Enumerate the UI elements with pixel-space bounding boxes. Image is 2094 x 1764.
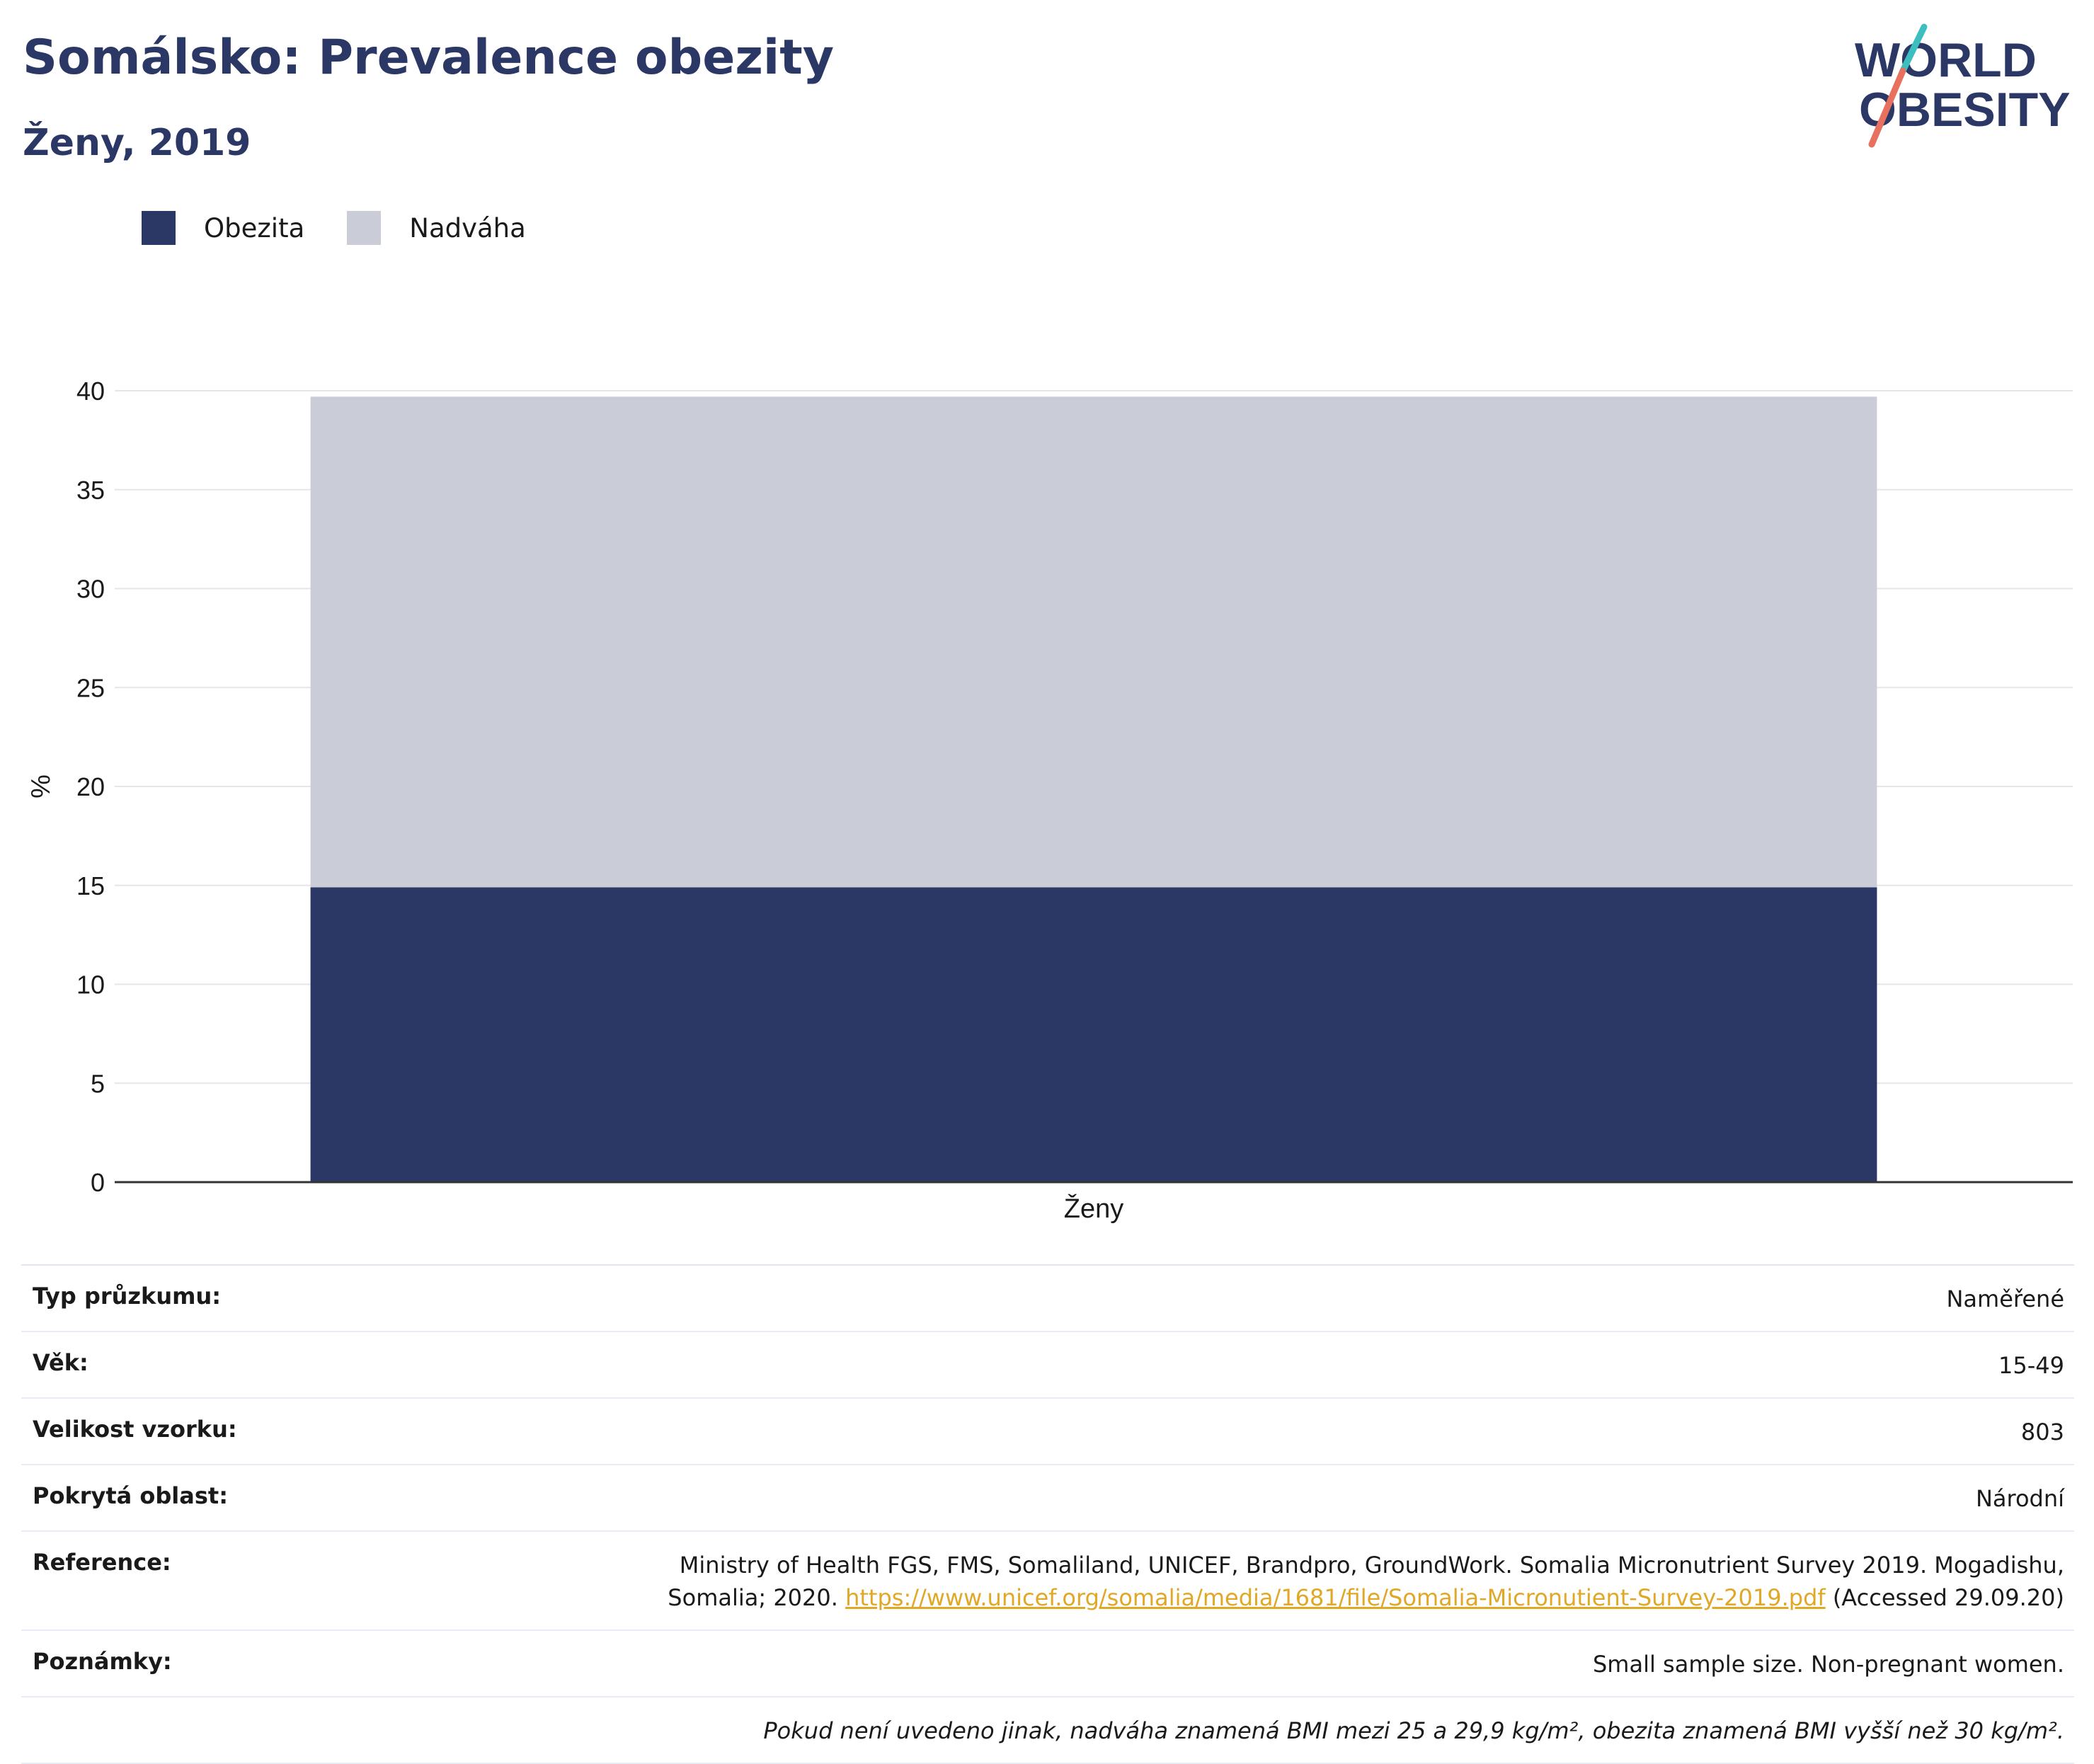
info-row-survey-type: Typ průzkumu: Naměřené [21,1264,2074,1331]
reference-text: Ministry of Health FGS, FMS, Somaliland,… [668,1552,2064,1611]
sample-size-value: 803 [2020,1419,2064,1445]
reference-value: Ministry of Health FGS, FMS, Somaliland,… [578,1549,2064,1614]
y-tick-label: 30 [76,575,105,604]
reference-accessed: (Accessed 29.09.20) [1832,1584,2064,1611]
coverage-label: Pokrytá oblast: [33,1482,228,1509]
page-subtitle: Ženy, 2019 [23,122,251,164]
bmi-footnote: Pokud není uvedeno jinak, nadváha znamen… [763,1717,2064,1744]
info-row-reference: Reference: Ministry of Health FGS, FMS, … [21,1530,2074,1630]
coverage-value: Národní [1975,1485,2064,1512]
y-tick-label: 40 [76,377,105,406]
stacked-bar-chart: 0 5 10 15 20 25 30 35 40% Ženy [26,377,2073,1224]
x-tick-label: Ženy [1064,1193,1123,1224]
info-row-age: Věk: 15-49 [21,1331,2074,1397]
survey-type-value: Naměřené [1946,1285,2064,1312]
info-row-sample-size: Velikost vzorku: 803 [21,1397,2074,1464]
legend-label-obesity: Obezita [204,212,305,244]
y-tick-label: 10 [76,970,105,1000]
notes-label: Poznámky: [33,1648,172,1675]
y-tick-label: 15 [76,871,105,900]
world-obesity-logo: WORLD OBESITY [1855,23,2071,148]
logo-slash-bottom [1868,67,1906,148]
page-title: Somálsko: Prevalence obezity [23,30,835,86]
bar-obesity [310,887,1877,1182]
legend-swatch-obesity [142,211,176,245]
legend-item-obesity[interactable]: Obezita [142,211,304,245]
y-tick-label: 0 [91,1168,105,1197]
age-value: 15-49 [1998,1352,2064,1379]
survey-info-table: Typ průzkumu: Naměřené Věk: 15-49 Veliko… [21,1264,2074,1764]
sample-size-label: Velikost vzorku: [33,1416,237,1443]
info-row-notes: Poznámky: Small sample size. Non-pregnan… [21,1630,2074,1696]
info-row-footnote: Pokud není uvedeno jinak, nadváha znamen… [21,1696,2074,1764]
age-label: Věk: [33,1349,88,1376]
legend-item-overweight[interactable]: Nadváha [347,211,526,245]
y-tick-label: 35 [76,476,105,505]
reference-link[interactable]: https://www.unicef.org/somalia/media/168… [845,1584,1826,1611]
legend-label-overweight: Nadváha [409,212,526,244]
logo-text-obesity: OBESITY [1859,83,2071,137]
y-tick-label: 5 [91,1069,105,1098]
legend-swatch-overweight [347,211,382,245]
survey-type-label: Typ průzkumu: [33,1283,222,1310]
logo-text-world: WORLD [1855,33,2037,87]
y-axis-label: % [26,774,56,798]
info-row-coverage: Pokrytá oblast: Národní [21,1464,2074,1530]
reference-label: Reference: [33,1549,171,1576]
y-tick-label: 20 [76,772,105,801]
y-tick-label: 25 [76,673,105,702]
bar-overweight [310,396,1877,888]
logo-slash-top [1899,23,1928,74]
notes-value: Small sample size. Non-pregnant women. [1592,1651,2064,1678]
chart-legend: Obezita Nadváha [142,211,568,245]
